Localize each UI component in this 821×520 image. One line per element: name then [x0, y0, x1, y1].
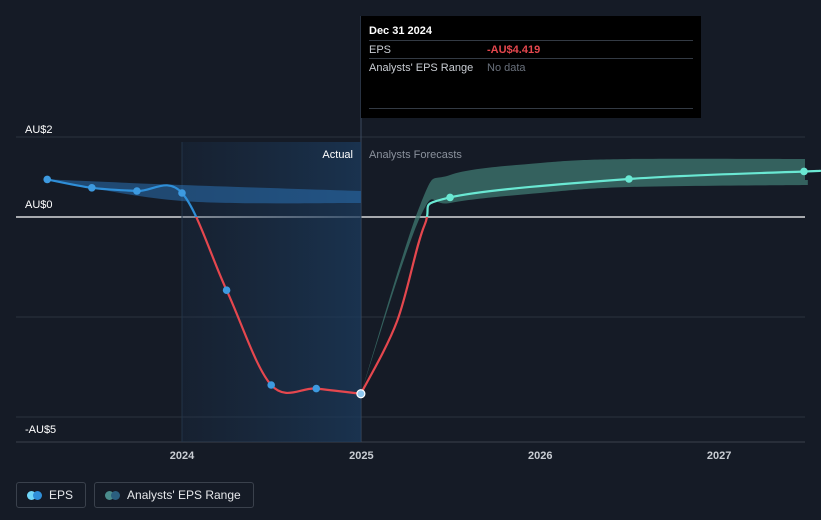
eps-forecast-point[interactable]: [446, 193, 454, 202]
eps-point[interactable]: [222, 286, 231, 295]
forecast-line-negative: [359, 217, 429, 395]
y-tick-label: -AU$5: [25, 424, 56, 436]
eps-point[interactable]: [178, 189, 186, 197]
x-tick-label: 2026: [528, 450, 552, 462]
y-tick-label: AU$0: [25, 199, 53, 211]
analysts-eps-range-band: [360, 158, 808, 394]
eps-point-selected[interactable]: [356, 389, 366, 399]
x-tick-label: 2025: [349, 450, 373, 462]
x-tick-label: 2024: [170, 450, 195, 462]
range-legend-icon: [105, 490, 121, 500]
tooltip-range-label: Analysts' EPS Range: [369, 62, 474, 74]
legend-eps-label: EPS: [49, 488, 74, 502]
forecast-region-label: Analysts Forecasts: [369, 149, 462, 161]
legend: EPS Analysts' EPS Range: [16, 482, 254, 508]
eps-forecast-point[interactable]: [800, 167, 808, 176]
past-eps-range-band: [47, 179, 361, 204]
legend-range-label: Analysts' EPS Range: [127, 488, 241, 502]
eps-legend-icon: [27, 490, 43, 500]
legend-eps[interactable]: EPS: [16, 482, 87, 508]
eps-point[interactable]: [312, 384, 321, 393]
lines: [47, 169, 821, 395]
bands: [47, 140, 821, 394]
tooltip-range-row: Analysts' EPS Range No data: [369, 58, 693, 77]
eps-point[interactable]: [133, 187, 141, 195]
eps-point[interactable]: [267, 381, 275, 389]
tooltip-eps-value: -AU$4.419: [487, 44, 541, 56]
tooltip-range-value: No data: [487, 62, 526, 74]
eps-forecast-point[interactable]: [625, 175, 633, 183]
forecast-line-positive: [425, 169, 821, 217]
eps-line-negative: [194, 217, 362, 395]
x-tick-label: 2027: [707, 450, 731, 462]
tooltip-eps-row: EPS -AU$4.419: [369, 40, 693, 59]
tooltip-date: Dec 31 2024: [369, 25, 432, 37]
legend-analysts-range[interactable]: Analysts' EPS Range: [94, 482, 254, 508]
labels: AU$2 AU$0 -AU$5 2024 2025 2026 2027 Actual Analy…: [25, 124, 731, 462]
actual-region-label: Actual: [322, 149, 353, 161]
eps-point[interactable]: [88, 184, 96, 192]
y-tick-label: AU$2: [25, 124, 53, 136]
eps-line-positive: [47, 178, 198, 217]
tooltip-divider: [369, 108, 693, 109]
eps-point[interactable]: [43, 175, 52, 184]
tooltip-eps-label: EPS: [369, 44, 392, 56]
points: [43, 167, 808, 399]
hover-tooltip: Dec 31 2024 EPS -AU$4.419 Analysts' EPS …: [361, 16, 701, 118]
